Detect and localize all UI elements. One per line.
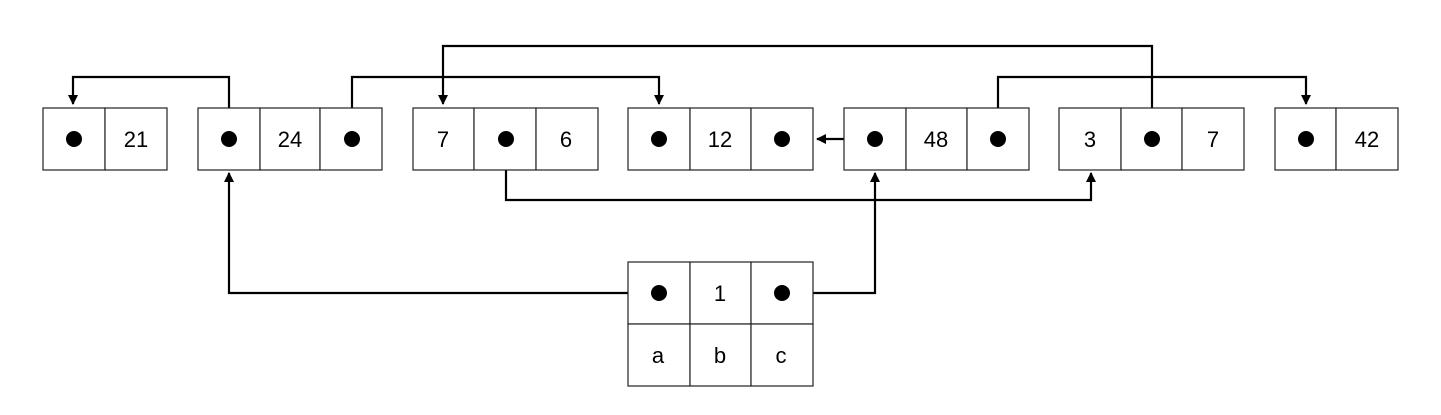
node-value: 24 bbox=[278, 127, 302, 152]
node-3-7: 3 7 bbox=[1058, 107, 1245, 171]
node-value: 21 bbox=[124, 127, 148, 152]
pointer-dot bbox=[651, 131, 667, 147]
arrow-root-to-n24 bbox=[224, 172, 659, 295]
node-3-7-right-value-cell bbox=[1181, 107, 1245, 171]
pointer-dot bbox=[1144, 131, 1160, 147]
node-value: 1 bbox=[714, 281, 726, 306]
pointer-dot bbox=[990, 131, 1006, 147]
node-value: 6 bbox=[560, 127, 572, 152]
root-label: a bbox=[652, 343, 665, 368]
pointer-dot bbox=[867, 131, 883, 147]
root-label: c bbox=[776, 343, 787, 368]
node-24: 24 bbox=[197, 107, 383, 171]
pointer-dot bbox=[774, 131, 790, 147]
node-7-6: 7 6 bbox=[412, 107, 599, 171]
root-label-cell-c bbox=[750, 323, 814, 387]
node-12: 12 bbox=[627, 107, 814, 171]
root-label: b bbox=[714, 343, 726, 368]
node-42: 42 bbox=[1274, 107, 1399, 171]
pointer-dot bbox=[344, 131, 360, 147]
node-42-value-cell bbox=[1335, 107, 1399, 171]
node-value: 7 bbox=[1207, 127, 1219, 152]
node-value: 3 bbox=[1084, 127, 1096, 152]
node-7-6-left-value-cell bbox=[412, 107, 475, 171]
root-label-cell-a bbox=[627, 323, 691, 387]
node-3-7-left-value-cell bbox=[1058, 107, 1122, 171]
pointer-dot bbox=[498, 131, 514, 147]
node-48-right-pointer-cell bbox=[966, 107, 1030, 171]
node-value: 48 bbox=[924, 127, 948, 152]
arrow-n3-7-to-n7-6 bbox=[438, 44, 1154, 139]
pointer-dot bbox=[1298, 131, 1314, 147]
node-48: 48 bbox=[843, 107, 1030, 171]
pointer-dot bbox=[774, 285, 790, 301]
node-12-left-pointer-cell bbox=[627, 107, 691, 171]
node-value: 42 bbox=[1355, 127, 1379, 152]
root-label-cell-b bbox=[689, 323, 752, 387]
node-48-value-cell bbox=[905, 107, 968, 171]
node-7-6-right-value-cell bbox=[535, 107, 599, 171]
node-value: 12 bbox=[708, 127, 732, 152]
pointer-dot bbox=[221, 131, 237, 147]
node-21-value-cell bbox=[104, 107, 168, 171]
pointer-dot bbox=[66, 131, 82, 147]
root-node: 1 a b c bbox=[627, 261, 814, 387]
node-21: 21 bbox=[42, 107, 168, 171]
pointer-dot bbox=[651, 285, 667, 301]
node-value: 7 bbox=[437, 127, 449, 152]
